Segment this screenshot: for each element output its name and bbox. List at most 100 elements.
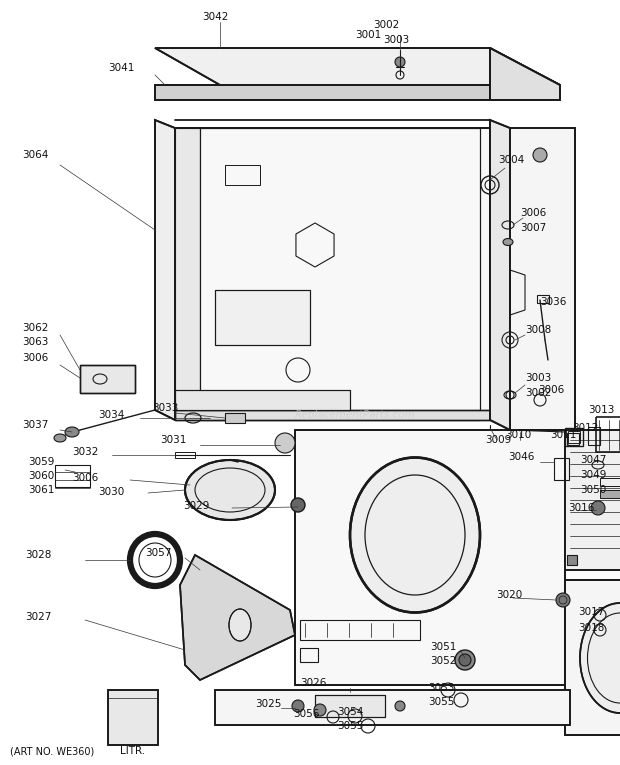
Circle shape	[591, 501, 605, 515]
Text: 3047: 3047	[580, 455, 606, 465]
Bar	[295, 430, 565, 685]
Text: 3049: 3049	[580, 470, 606, 480]
Circle shape	[395, 701, 405, 711]
Text: 3042: 3042	[202, 12, 228, 22]
Bar	[200, 128, 480, 420]
Text: 3006: 3006	[72, 473, 98, 483]
Polygon shape	[155, 85, 490, 100]
Text: 3059: 3059	[28, 457, 55, 467]
Bar	[565, 580, 620, 735]
Text: 3003: 3003	[383, 35, 409, 45]
Text: 3016: 3016	[568, 503, 595, 513]
Polygon shape	[155, 48, 560, 85]
Text: 3012: 3012	[572, 423, 598, 433]
Text: 3028: 3028	[25, 550, 51, 560]
Bar	[215, 290, 310, 345]
Bar	[588, 427, 600, 445]
Bar	[108, 690, 158, 745]
Bar	[567, 433, 579, 445]
Text: 3025: 3025	[255, 699, 281, 709]
Ellipse shape	[54, 434, 66, 442]
Text: LITR.: LITR.	[120, 746, 146, 756]
Circle shape	[291, 498, 305, 512]
Text: 3041: 3041	[108, 63, 135, 73]
Bar	[215, 290, 310, 345]
Text: 3029: 3029	[183, 501, 210, 511]
Circle shape	[314, 704, 326, 716]
Ellipse shape	[350, 457, 480, 613]
Bar	[300, 620, 420, 640]
Text: 3006: 3006	[520, 208, 546, 218]
Bar	[596, 417, 620, 452]
Text: 3056: 3056	[293, 709, 319, 719]
Bar	[175, 452, 195, 458]
Text: 3046: 3046	[508, 452, 534, 462]
Bar	[200, 128, 480, 420]
Text: 3055: 3055	[428, 697, 454, 707]
Text: 3011: 3011	[550, 430, 577, 440]
Ellipse shape	[503, 239, 513, 246]
Bar	[554, 458, 569, 480]
Text: 3051: 3051	[430, 642, 456, 652]
Circle shape	[395, 57, 405, 67]
Polygon shape	[180, 555, 295, 680]
Text: 3054: 3054	[337, 707, 363, 717]
Text: 3013: 3013	[588, 405, 614, 415]
Bar	[295, 430, 565, 685]
Bar	[80, 365, 135, 393]
Bar	[80, 365, 135, 393]
Polygon shape	[155, 120, 175, 420]
Bar	[568, 431, 580, 443]
Circle shape	[455, 650, 475, 670]
Text: 3020: 3020	[496, 590, 522, 600]
Text: 3018: 3018	[578, 623, 604, 633]
Text: 3064: 3064	[22, 150, 48, 160]
Bar	[537, 295, 549, 303]
Circle shape	[533, 148, 547, 162]
Text: 3030: 3030	[98, 487, 124, 497]
Polygon shape	[175, 410, 490, 420]
Bar	[567, 555, 577, 565]
Polygon shape	[175, 128, 490, 420]
Text: (ART NO. WE360): (ART NO. WE360)	[10, 747, 94, 757]
Text: 3027: 3027	[25, 612, 51, 622]
Bar	[108, 690, 158, 745]
Text: 3010: 3010	[505, 430, 531, 440]
Text: 3063: 3063	[22, 337, 48, 347]
Text: 3062: 3062	[22, 323, 48, 333]
Polygon shape	[490, 48, 560, 100]
Text: 3009: 3009	[485, 435, 512, 445]
Text: 3006: 3006	[22, 353, 48, 363]
Bar	[600, 490, 620, 498]
Circle shape	[292, 700, 304, 712]
Circle shape	[275, 433, 295, 453]
Text: 3002: 3002	[525, 388, 551, 398]
Text: 3001: 3001	[355, 30, 381, 40]
Circle shape	[556, 593, 570, 607]
Polygon shape	[175, 390, 350, 410]
Circle shape	[459, 654, 471, 666]
Text: ReplacementParts.com: ReplacementParts.com	[294, 410, 415, 420]
Text: 3006: 3006	[538, 385, 564, 395]
Text: 3017: 3017	[578, 607, 604, 617]
Text: 3034: 3034	[98, 410, 125, 420]
Text: 3033: 3033	[152, 403, 179, 413]
Bar	[565, 580, 620, 735]
Text: 3061: 3061	[28, 485, 55, 495]
Text: 3031: 3031	[160, 435, 187, 445]
Bar	[225, 413, 245, 423]
Text: 3050: 3050	[580, 485, 606, 495]
Bar	[565, 428, 583, 446]
Polygon shape	[175, 128, 200, 420]
Ellipse shape	[229, 609, 251, 641]
Text: 3053: 3053	[428, 683, 454, 693]
Text: 3060: 3060	[28, 471, 55, 481]
Polygon shape	[510, 128, 575, 430]
Polygon shape	[490, 120, 510, 430]
Ellipse shape	[580, 603, 620, 713]
Bar	[565, 430, 620, 570]
Text: 3057: 3057	[145, 548, 171, 558]
Text: 3032: 3032	[72, 447, 99, 457]
Text: 3037: 3037	[22, 420, 48, 430]
Text: 3008: 3008	[525, 325, 551, 335]
